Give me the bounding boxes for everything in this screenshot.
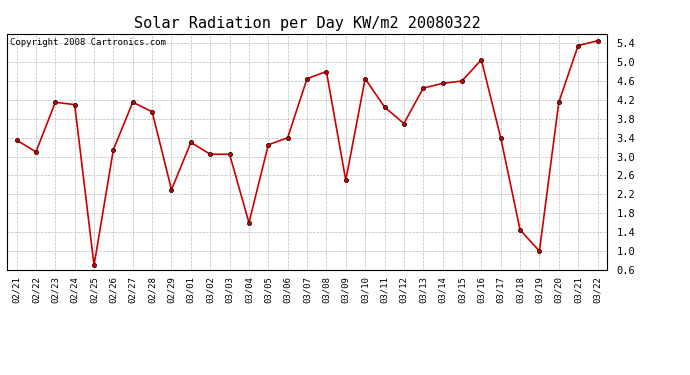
Title: Solar Radiation per Day KW/m2 20080322: Solar Radiation per Day KW/m2 20080322 xyxy=(134,16,480,31)
Text: Copyright 2008 Cartronics.com: Copyright 2008 Cartronics.com xyxy=(10,39,166,48)
